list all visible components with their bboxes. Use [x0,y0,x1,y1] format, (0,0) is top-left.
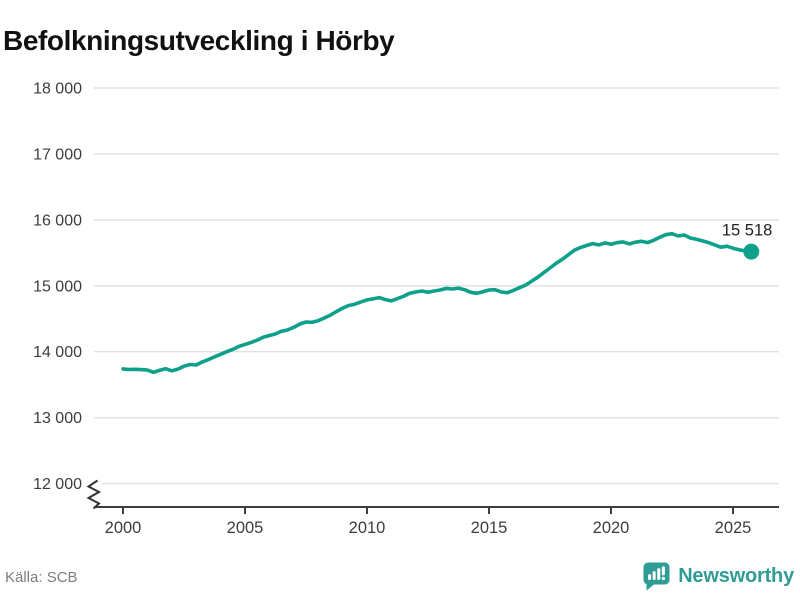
y-tick-label: 13 000 [33,410,82,427]
axis-break-icon [86,479,102,510]
source-label: Källa: SCB [5,569,78,586]
x-tick-label: 2000 [105,519,142,537]
y-tick-label: 18 000 [33,81,82,98]
y-tick-label: 12 000 [33,476,82,493]
newsworthy-logo[interactable]: Newsworthy [641,561,794,591]
latest-value-label: 15 518 [722,222,772,240]
bar-chart-speech-bubble-icon [643,562,670,591]
latest-point-dot [743,243,760,260]
x-tick-label: 2010 [349,519,386,537]
brand-name: Newsworthy [678,564,794,587]
y-tick-label: 17 000 [33,146,82,163]
population-line [121,231,754,375]
y-tick-label: 15 000 [33,278,82,295]
bar-chart-glyph [648,566,666,581]
y-tick-label: 14 000 [33,344,82,361]
chart-title: Befolkningsutveckling i Hörby [3,24,395,56]
x-tick-label: 2005 [227,519,264,537]
y-tick-label: 16 000 [33,212,82,229]
x-tick-label: 2015 [471,519,508,537]
x-tick-label: 2025 [715,519,752,537]
x-tick-label: 2020 [593,519,630,537]
